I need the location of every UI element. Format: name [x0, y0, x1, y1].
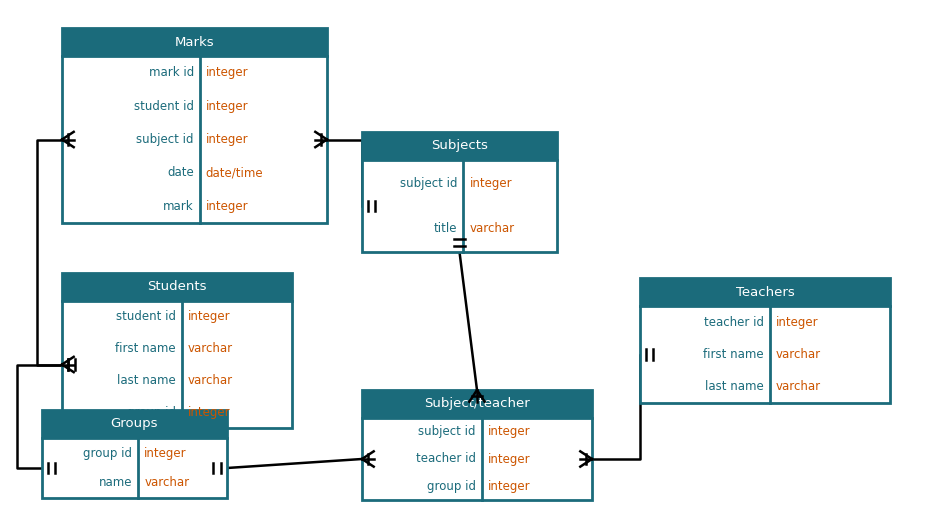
Bar [62, 273, 292, 428]
Text: integer: integer [488, 453, 530, 466]
Text: date: date [167, 167, 194, 180]
Text: varchar: varchar [187, 374, 233, 387]
Bar [640, 278, 890, 403]
Text: Marks: Marks [174, 35, 214, 48]
Bar [62, 28, 327, 223]
Text: integer: integer [187, 310, 230, 323]
Text: group id: group id [83, 446, 133, 459]
Bar [362, 390, 592, 500]
Text: Students: Students [147, 280, 207, 294]
Text: varchar: varchar [469, 223, 514, 236]
Text: varchar: varchar [145, 476, 189, 489]
Bar [62, 273, 292, 428]
Text: integer: integer [206, 133, 248, 146]
Text: integer: integer [206, 100, 248, 113]
Text: teacher id: teacher id [704, 316, 764, 329]
Bar [62, 28, 327, 56]
Text: name: name [98, 476, 133, 489]
Text: varchar: varchar [187, 342, 233, 355]
Text: Groups: Groups [110, 417, 159, 430]
Text: last name: last name [117, 374, 175, 387]
Text: subject id: subject id [136, 133, 194, 146]
Text: varchar: varchar [776, 348, 821, 361]
Bar [42, 410, 227, 498]
Text: integer: integer [488, 480, 530, 493]
Text: integer: integer [187, 406, 230, 419]
Text: title: title [434, 223, 457, 236]
Text: first name: first name [115, 342, 175, 355]
Text: first name: first name [704, 348, 764, 361]
Bar [640, 278, 890, 306]
Text: integer: integer [145, 446, 187, 459]
Text: integer: integer [488, 425, 530, 438]
Text: integer: integer [469, 176, 512, 189]
Text: subject id: subject id [418, 425, 476, 438]
Text: subject id: subject id [400, 176, 457, 189]
Text: Teachers: Teachers [736, 285, 794, 298]
Text: integer: integer [206, 200, 248, 213]
Bar [62, 273, 292, 301]
Text: group id: group id [127, 406, 175, 419]
Text: varchar: varchar [776, 380, 821, 393]
Text: student id: student id [116, 310, 175, 323]
Text: Subjects: Subjects [431, 140, 488, 153]
Bar [42, 410, 227, 498]
Text: date/time: date/time [206, 167, 263, 180]
Text: student id: student id [133, 100, 194, 113]
Bar [42, 410, 227, 438]
Bar [362, 132, 557, 252]
Bar [362, 132, 557, 252]
Text: integer: integer [206, 66, 248, 79]
Bar [62, 28, 327, 223]
Text: last name: last name [705, 380, 764, 393]
Text: Subject/teacher: Subject/teacher [425, 398, 530, 411]
Text: group id: group id [426, 480, 476, 493]
Bar [362, 390, 592, 500]
Text: integer: integer [776, 316, 819, 329]
Text: mark: mark [163, 200, 194, 213]
Bar [362, 132, 557, 160]
Bar [362, 390, 592, 418]
Bar [640, 278, 890, 403]
Text: teacher id: teacher id [415, 453, 476, 466]
Text: mark id: mark id [148, 66, 194, 79]
